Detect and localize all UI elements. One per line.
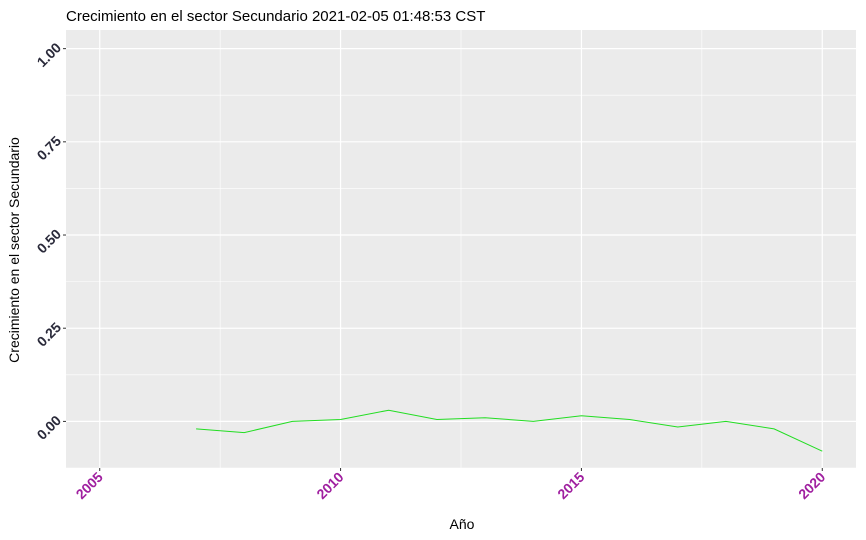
grid-lines — [66, 30, 856, 469]
x-tick-label: 2020 — [795, 469, 828, 502]
series-line — [196, 409, 823, 452]
y-tick-label: 0.25 — [34, 319, 65, 350]
x-tick-label: 2005 — [72, 469, 105, 502]
y-axis-title: Crecimiento en el sector Secundario — [6, 137, 22, 363]
x-tick-label: 2010 — [313, 469, 346, 502]
y-tick-label: 0.00 — [34, 412, 65, 443]
series-group — [196, 409, 823, 452]
x-axis-title: Año — [450, 516, 475, 532]
chart-title: Crecimiento en el sector Secundario 2021… — [66, 8, 485, 25]
x-tick-label: 2015 — [554, 469, 587, 502]
y-tick-label: 0.50 — [34, 226, 65, 257]
y-tick-label: 0.75 — [34, 132, 65, 163]
y-tick-label: 1.00 — [34, 39, 65, 70]
axis-ticks — [63, 48, 823, 471]
